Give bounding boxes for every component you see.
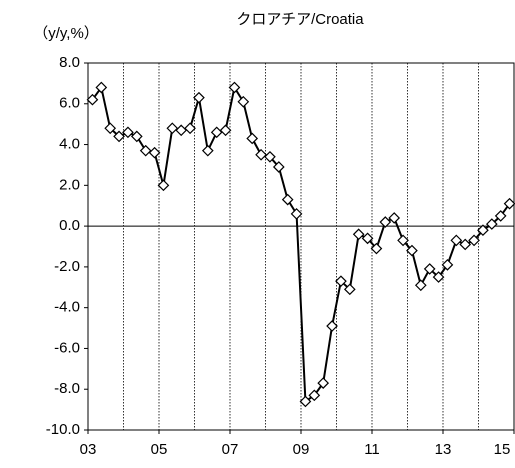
data-point <box>113 130 125 143</box>
data-point <box>317 377 330 389</box>
data-point <box>494 210 507 222</box>
data-point <box>272 161 285 173</box>
y-tick-label: -4.0 <box>54 299 80 316</box>
x-tick-label: 03 <box>80 441 97 458</box>
data-point <box>477 224 489 237</box>
data-point <box>130 130 143 143</box>
data-point <box>175 124 188 137</box>
data-point <box>459 238 472 251</box>
x-tick-label: 13 <box>435 441 452 458</box>
data-point <box>441 259 454 271</box>
x-tick-label: 15 <box>494 441 511 458</box>
data-point <box>468 234 480 247</box>
data-point <box>246 132 259 145</box>
data-point <box>237 95 250 108</box>
data-point <box>157 179 170 192</box>
data-point <box>379 216 392 228</box>
x-tick-label: 05 <box>151 441 168 458</box>
data-point <box>139 144 152 157</box>
data-point <box>406 244 418 257</box>
data-point <box>432 271 445 283</box>
y-tick-label: 4.0 <box>59 136 80 153</box>
y-tick-label: -8.0 <box>54 380 80 397</box>
data-point <box>184 122 196 135</box>
y-tick-label: 0.0 <box>59 217 80 234</box>
y-tick-label: 6.0 <box>59 95 80 112</box>
data-point <box>370 242 383 255</box>
data-point <box>335 275 347 288</box>
data-point <box>255 148 267 161</box>
data-point <box>86 93 99 106</box>
data-point <box>201 144 214 157</box>
data-point <box>228 81 241 94</box>
y-axis-label: （y/y,%） <box>33 25 99 42</box>
data-point <box>423 263 436 275</box>
data-point <box>193 91 205 104</box>
data-point <box>503 197 515 210</box>
x-tick-label: 11 <box>364 441 380 458</box>
x-tick-label: 07 <box>222 441 239 458</box>
y-tick-label: 2.0 <box>59 176 80 193</box>
y-tick-label: 8.0 <box>59 54 80 71</box>
data-point <box>326 320 338 332</box>
data-point <box>308 389 321 402</box>
data-point <box>388 212 401 224</box>
data-point <box>219 124 232 137</box>
x-tick-label: 09 <box>293 441 310 458</box>
data-point <box>352 228 365 241</box>
y-tick-label: -10.0 <box>46 421 80 438</box>
data-point <box>95 81 108 94</box>
data-point <box>361 232 374 245</box>
data-point <box>104 122 117 135</box>
data-point <box>148 146 161 159</box>
data-point <box>343 283 356 296</box>
data-point <box>264 150 276 163</box>
data-point <box>210 126 223 139</box>
data-point <box>166 122 179 135</box>
data-point <box>450 234 463 247</box>
data-point <box>299 395 312 408</box>
data-point <box>281 193 294 206</box>
y-tick-label: -2.0 <box>54 258 80 275</box>
data-point <box>397 234 409 247</box>
data-point <box>414 279 427 292</box>
y-tick-label: -6.0 <box>54 339 80 356</box>
data-point <box>122 126 134 139</box>
data-point <box>485 218 498 230</box>
data-point <box>290 208 303 220</box>
chart-title: クロアチア/Croatia <box>236 11 364 28</box>
